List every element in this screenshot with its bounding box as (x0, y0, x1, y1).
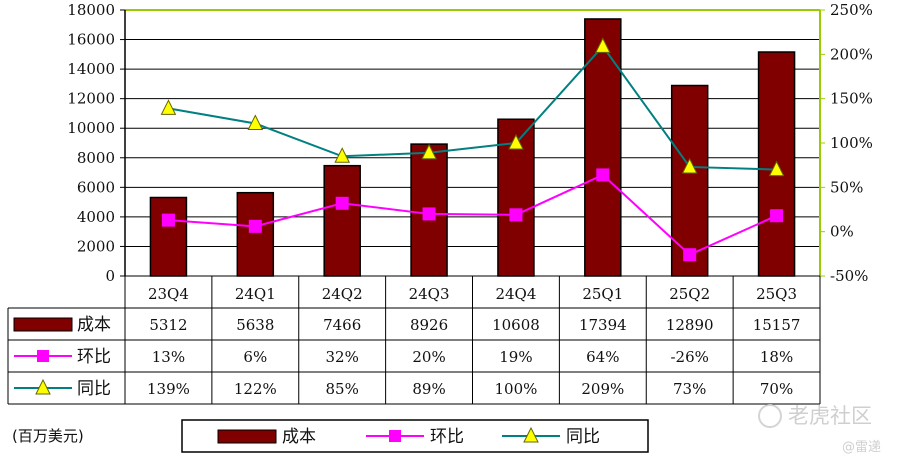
right-tick-label: 250% (830, 1, 873, 19)
legend: 成本 环比 同比 (181, 419, 649, 453)
series-line-1 (168, 173, 777, 256)
row-label: 环比 (77, 347, 111, 367)
tiger-logo-icon (758, 404, 782, 428)
data-label: 18% (760, 348, 793, 366)
data-label: 89% (412, 380, 445, 398)
unit-label: (百万美元) (12, 427, 84, 445)
data-label: 19% (499, 348, 532, 366)
left-tick-label: 8000 (77, 149, 115, 167)
point-triangle-25q3 (768, 160, 785, 177)
category-label: 25Q1 (582, 285, 623, 303)
data-label: -26% (670, 348, 708, 366)
data-label: 15157 (753, 316, 801, 334)
point-triangle-24q2 (334, 147, 350, 163)
data-label: 122% (234, 380, 277, 398)
point-triangle-24q1 (247, 114, 264, 130)
legend-bar-swatch (217, 429, 277, 444)
bar-24q1 (236, 191, 275, 277)
right-tick-label: 200% (830, 45, 873, 63)
data-label: 209% (581, 380, 624, 398)
legend-label: 成本 (282, 427, 316, 447)
data-label: 12890 (666, 316, 714, 334)
left-tick-label: 10000 (67, 119, 115, 137)
legend-label: 同比 (566, 427, 600, 447)
data-label: 10608 (492, 316, 540, 334)
data-label: 73% (673, 380, 706, 398)
right-tick-label: 100% (830, 134, 873, 152)
data-label: 85% (326, 380, 359, 398)
point-triangle-23q4 (160, 99, 177, 115)
legend-triangle-marker (523, 426, 539, 443)
bar-23q4 (149, 196, 188, 277)
left-tick-label: 0 (105, 267, 115, 285)
category-label: 24Q1 (235, 285, 276, 303)
legend-triangle-marker (35, 378, 51, 395)
right-tick-label: 50% (830, 178, 863, 196)
watermark: 老虎社区 @雷递 (758, 404, 881, 455)
category-label: 25Q2 (669, 285, 710, 303)
legend-square-marker (37, 350, 49, 362)
point-square-23q4 (161, 213, 175, 227)
left-tick-label: 18000 (67, 1, 115, 19)
category-label: 24Q3 (409, 285, 450, 303)
left-axis: 0 2000 4000 6000 8000 10000 12000 14000 16000 180… (67, 1, 125, 285)
left-tick-label: 14000 (67, 60, 115, 78)
legend-bar-swatch (13, 317, 73, 332)
data-label: 64% (586, 348, 619, 366)
left-tick-label: 2000 (77, 237, 115, 255)
category-label: 25Q3 (756, 285, 797, 303)
point-triangle-25q1 (595, 37, 611, 53)
series-line-2 (168, 44, 777, 171)
data-label: 8926 (410, 316, 448, 334)
data-table: 23Q4 24Q1 24Q2 24Q3 24Q4 25Q1 25Q2 25Q3 成本 5312 56… (7, 275, 821, 405)
point-triangle-25q2 (681, 157, 698, 174)
watermark-handle: @雷递 (842, 440, 881, 455)
row-label: 成本 (77, 315, 111, 335)
left-tick-label: 16000 (67, 31, 115, 49)
data-label: 6% (243, 348, 267, 366)
data-label: 20% (412, 348, 445, 366)
bar-25q2 (670, 84, 709, 277)
point-triangle-24q4 (508, 133, 524, 150)
data-label: 5312 (149, 316, 187, 334)
category-label: 23Q4 (148, 285, 189, 303)
point-square-24q1 (248, 219, 262, 233)
point-triangle-24q3 (421, 143, 437, 160)
data-label: 100% (494, 380, 537, 398)
data-label: 32% (326, 348, 359, 366)
legend-square-marker (389, 430, 401, 442)
point-square-25q2 (683, 248, 697, 262)
point-square-25q1 (596, 168, 610, 182)
row-label: 同比 (77, 379, 111, 399)
data-label: 70% (760, 380, 793, 398)
point-square-24q3 (422, 207, 436, 221)
left-tick-label: 4000 (77, 208, 115, 226)
bar-24q2 (323, 164, 361, 277)
point-square-25q3 (770, 209, 784, 223)
right-axis: -50% 0% 50% 100% 150% 200% 250% (820, 1, 873, 285)
data-label: 17394 (579, 316, 627, 334)
right-tick-label: 0% (830, 223, 854, 241)
point-square-24q4 (509, 208, 523, 222)
category-label: 24Q2 (322, 285, 363, 303)
left-tick-label: 12000 (67, 90, 115, 108)
legend-label: 环比 (430, 427, 464, 447)
right-tick-label: 150% (830, 90, 873, 108)
data-label: 7466 (323, 316, 361, 334)
plot-area (124, 9, 821, 277)
watermark-logo-text: 老虎社区 (788, 404, 872, 428)
data-label: 5638 (236, 316, 274, 334)
category-label: 24Q4 (495, 285, 536, 303)
right-tick-label: -50% (830, 267, 868, 285)
data-label: 13% (152, 348, 185, 366)
bar-25q1 (584, 18, 622, 277)
point-square-24q2 (335, 196, 349, 210)
left-tick-label: 6000 (77, 178, 115, 196)
data-label: 139% (147, 380, 190, 398)
